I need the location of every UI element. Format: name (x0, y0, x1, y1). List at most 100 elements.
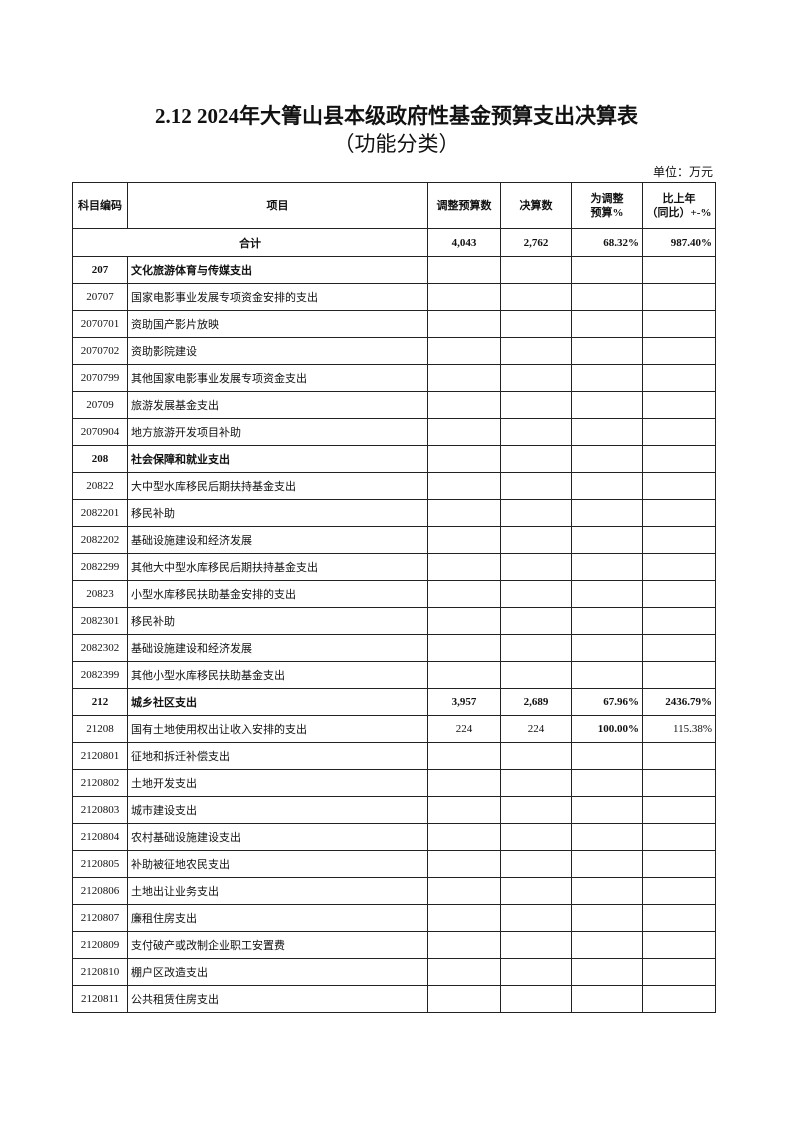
table-row: 2120802 土地开发支出 (72, 769, 716, 797)
row-item: 国家电影事业发展专项资金安排的支出 (127, 283, 428, 311)
row-budget (427, 742, 501, 770)
row-actual (500, 769, 572, 797)
row-pct (571, 526, 643, 554)
row-pct (571, 904, 643, 932)
row-budget: 224 (427, 715, 501, 743)
row-yoy (642, 607, 716, 635)
row-yoy (642, 850, 716, 878)
row-pct (571, 769, 643, 797)
total-budget: 4,043 (427, 228, 501, 257)
header-pct: 为调整 预算% (571, 182, 643, 229)
row-budget (427, 418, 501, 446)
row-item: 补助被征地农民支出 (127, 850, 428, 878)
header-item: 项目 (127, 182, 428, 229)
row-yoy (642, 580, 716, 608)
row-code: 2120810 (72, 958, 128, 986)
row-budget (427, 256, 501, 284)
row-budget (427, 877, 501, 905)
row-budget (427, 661, 501, 689)
row-budget (427, 796, 501, 824)
row-actual (500, 904, 572, 932)
table-row: 2120807 廉租住房支出 (72, 904, 716, 932)
row-yoy: 2436.79% (642, 688, 716, 716)
row-item: 地方旅游开发项目补助 (127, 418, 428, 446)
row-code: 207 (72, 256, 128, 284)
row-pct (571, 364, 643, 392)
row-yoy (642, 499, 716, 527)
row-actual (500, 310, 572, 338)
row-actual (500, 796, 572, 824)
row-actual (500, 877, 572, 905)
row-pct (571, 472, 643, 500)
row-actual (500, 742, 572, 770)
row-yoy (642, 310, 716, 338)
row-code: 20822 (72, 472, 128, 500)
row-actual (500, 823, 572, 851)
row-pct (571, 283, 643, 311)
row-actual (500, 472, 572, 500)
row-item: 棚户区改造支出 (127, 958, 428, 986)
row-actual (500, 391, 572, 419)
row-item: 其他国家电影事业发展专项资金支出 (127, 364, 428, 392)
row-item: 城乡社区支出 (127, 688, 428, 716)
row-code: 2120803 (72, 796, 128, 824)
header-row: 科目编码 项目 调整预算数 决算数 为调整 预算% 比上年 （同比）+-% (72, 182, 716, 229)
row-actual (500, 418, 572, 446)
row-budget (427, 310, 501, 338)
header-budget: 调整预算数 (427, 182, 501, 229)
row-code: 2082302 (72, 634, 128, 662)
row-item: 小型水库移民扶助基金安排的支出 (127, 580, 428, 608)
row-yoy (642, 661, 716, 689)
row-code: 2082202 (72, 526, 128, 554)
row-actual (500, 607, 572, 635)
row-yoy (642, 553, 716, 581)
table-row: 208 社会保障和就业支出 (72, 445, 716, 473)
row-yoy (642, 634, 716, 662)
row-code: 21208 (72, 715, 128, 743)
table-row: 20707 国家电影事业发展专项资金安排的支出 (72, 283, 716, 311)
row-yoy (642, 904, 716, 932)
row-yoy (642, 283, 716, 311)
table-row: 2120809 支付破产或改制企业职工安置费 (72, 931, 716, 959)
row-code: 2120801 (72, 742, 128, 770)
table-row: 2120803 城市建设支出 (72, 796, 716, 824)
row-pct (571, 931, 643, 959)
row-code: 2120804 (72, 823, 128, 851)
row-code: 2120806 (72, 877, 128, 905)
table-row: 207 文化旅游体育与传媒支出 (72, 256, 716, 284)
row-budget (427, 850, 501, 878)
row-item: 社会保障和就业支出 (127, 445, 428, 473)
row-actual (500, 445, 572, 473)
row-pct (571, 391, 643, 419)
row-pct (571, 823, 643, 851)
row-code: 2082399 (72, 661, 128, 689)
row-code: 208 (72, 445, 128, 473)
row-pct: 100.00% (571, 715, 643, 743)
table-row: 212 城乡社区支出 3,957 2,689 67.96% 2436.79% (72, 688, 716, 716)
table-row: 20823 小型水库移民扶助基金安排的支出 (72, 580, 716, 608)
row-yoy (642, 985, 716, 1013)
row-budget (427, 553, 501, 581)
total-label: 合计 (72, 228, 428, 257)
row-yoy (642, 877, 716, 905)
row-code: 2082301 (72, 607, 128, 635)
row-pct (571, 985, 643, 1013)
row-actual (500, 580, 572, 608)
table-row: 20822 大中型水库移民后期扶持基金支出 (72, 472, 716, 500)
row-actual (500, 850, 572, 878)
row-yoy (642, 769, 716, 797)
row-item: 基础设施建设和经济发展 (127, 526, 428, 554)
row-code: 2120807 (72, 904, 128, 932)
row-budget (427, 364, 501, 392)
total-row: 合计 4,043 2,762 68.32% 987.40% (72, 228, 716, 257)
row-pct (571, 580, 643, 608)
row-actual (500, 958, 572, 986)
row-item: 廉租住房支出 (127, 904, 428, 932)
row-item: 资助影院建设 (127, 337, 428, 365)
row-yoy (642, 958, 716, 986)
row-actual: 2,689 (500, 688, 572, 716)
row-actual: 224 (500, 715, 572, 743)
row-code: 2070799 (72, 364, 128, 392)
row-item: 旅游发展基金支出 (127, 391, 428, 419)
row-yoy (642, 472, 716, 500)
